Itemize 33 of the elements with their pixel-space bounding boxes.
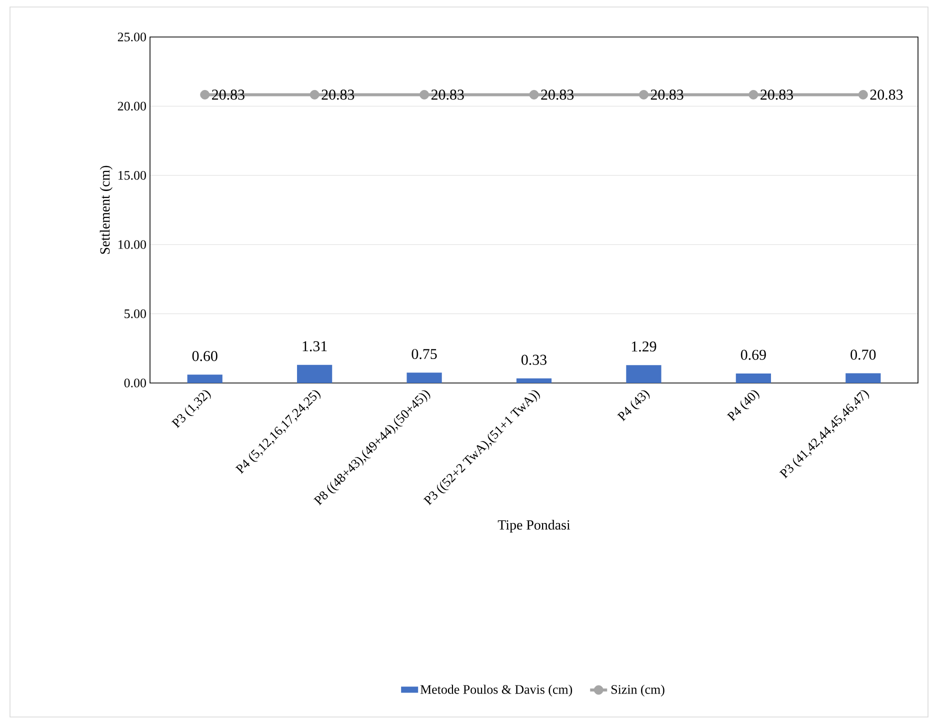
data-label: 1.29 xyxy=(632,342,656,352)
y-tick-label: 25.00 xyxy=(118,32,146,42)
data-label: 20.83 xyxy=(212,90,244,100)
data-label: 20.83 xyxy=(760,90,793,100)
bar xyxy=(846,373,881,383)
y-tick-label: 5.00 xyxy=(124,309,146,318)
y-axis-title: Settlement (cm) xyxy=(100,166,113,254)
data-label: 20.83 xyxy=(870,90,903,100)
legend-label: Sizin (cm) xyxy=(611,684,664,696)
y-tick-label: 15.00 xyxy=(118,170,146,180)
x-tick-label: P4 (40) xyxy=(726,390,760,422)
data-label: 20.83 xyxy=(431,90,464,100)
data-label: 1.31 xyxy=(302,341,327,352)
data-label: 20.83 xyxy=(541,90,574,100)
y-tick-label: 20.00 xyxy=(118,102,146,111)
data-label: 0.75 xyxy=(412,348,437,360)
data-label: 20.83 xyxy=(650,90,684,100)
y-tick-label: 10.00 xyxy=(118,240,146,249)
x-axis-title: Tipe Pondasi xyxy=(498,520,570,533)
bar xyxy=(626,365,662,383)
data-label: 0.70 xyxy=(850,350,876,360)
bar xyxy=(736,373,771,383)
data-label: 0.60 xyxy=(192,351,218,362)
bar xyxy=(516,378,552,383)
y-tick-label: 0.00 xyxy=(124,378,146,388)
x-tick-label: P4 (43) xyxy=(617,390,650,422)
legend-label: Metode Poulos & Davis (cm) xyxy=(420,684,572,696)
bar xyxy=(406,372,442,383)
data-label: 20.83 xyxy=(322,90,354,100)
data-label: 0.33 xyxy=(521,354,546,365)
bar xyxy=(187,374,222,383)
bar xyxy=(297,364,332,383)
data-label: 0.69 xyxy=(740,350,766,360)
